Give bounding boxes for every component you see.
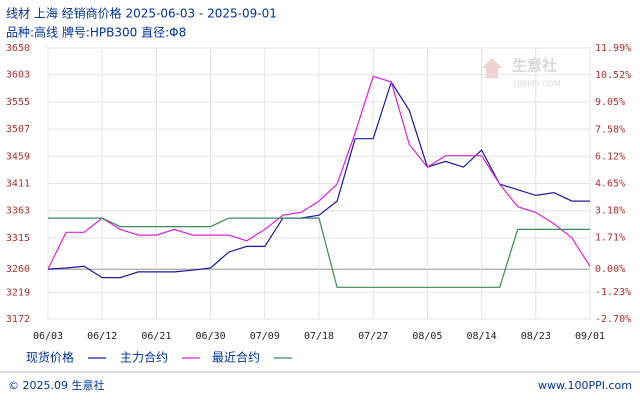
watermark-site: 100PPI.COM <box>512 80 561 89</box>
watermark-name: 生意社 <box>512 57 557 75</box>
chart-title: 线材 上海 经销商价格 2025-06-03 - 2025-09-01 <box>6 6 277 21</box>
series-line <box>47 75 591 270</box>
y2-tick-label: 3.18% <box>595 206 625 217</box>
x-tick-label: 08/05 <box>412 331 442 342</box>
x-tick-label: 06/21 <box>141 331 171 342</box>
x-tick-label: 06/30 <box>196 331 226 342</box>
x-tick-label: 07/27 <box>358 331 388 342</box>
y2-tick-label: 10.52% <box>595 70 631 81</box>
footer-site: www.100PPI.com <box>538 379 632 392</box>
y2-tick-label: -1.23% <box>595 287 631 298</box>
y2-tick-label: 9.05% <box>595 97 625 108</box>
y2-tick-label: 7.58% <box>595 124 625 135</box>
y-tick-label: 3555 <box>6 97 30 108</box>
x-tick-label: 08/23 <box>521 331 551 342</box>
x-tick-label: 09/01 <box>575 331 605 342</box>
footer-copyright: © 2025.09 生意社 <box>8 378 104 392</box>
y-tick-label: 3411 <box>6 179 30 190</box>
y2-tick-label: 4.65% <box>595 178 625 189</box>
y-tick-label: 3650 <box>6 43 30 54</box>
x-tick-label: 07/09 <box>250 331 280 342</box>
y-tick-label: 3260 <box>6 264 30 275</box>
y-tick-label: 3172 <box>6 314 30 325</box>
watermark-logo <box>482 58 502 78</box>
y-tick-label: 3459 <box>6 151 30 162</box>
y-tick-label: 3363 <box>6 206 30 217</box>
y2-tick-label: 0.00% <box>595 264 625 275</box>
y-tick-label: 3603 <box>6 70 30 81</box>
y-tick-label: 3507 <box>6 124 30 135</box>
legend-label: 主力合约 <box>120 350 168 365</box>
x-tick-label: 06/03 <box>33 331 63 342</box>
y2-tick-label: 11.99% <box>595 43 631 54</box>
chart-subtitle: 品种:高线 牌号:HPB300 直径:Φ8 <box>6 25 186 40</box>
y-tick-label: 3219 <box>6 287 30 298</box>
legend-label: 现货价格 <box>26 350 74 365</box>
legend-label: 最近合约 <box>212 350 260 365</box>
x-tick-label: 08/14 <box>467 331 497 342</box>
y-tick-label: 3315 <box>6 233 30 244</box>
x-tick-label: 06/12 <box>87 331 117 342</box>
y2-tick-label: -2.70% <box>595 314 631 325</box>
x-tick-label: 07/18 <box>304 331 334 342</box>
series-line <box>48 217 590 288</box>
y2-tick-label: 6.12% <box>595 151 625 162</box>
y2-tick-label: 1.71% <box>595 233 625 244</box>
